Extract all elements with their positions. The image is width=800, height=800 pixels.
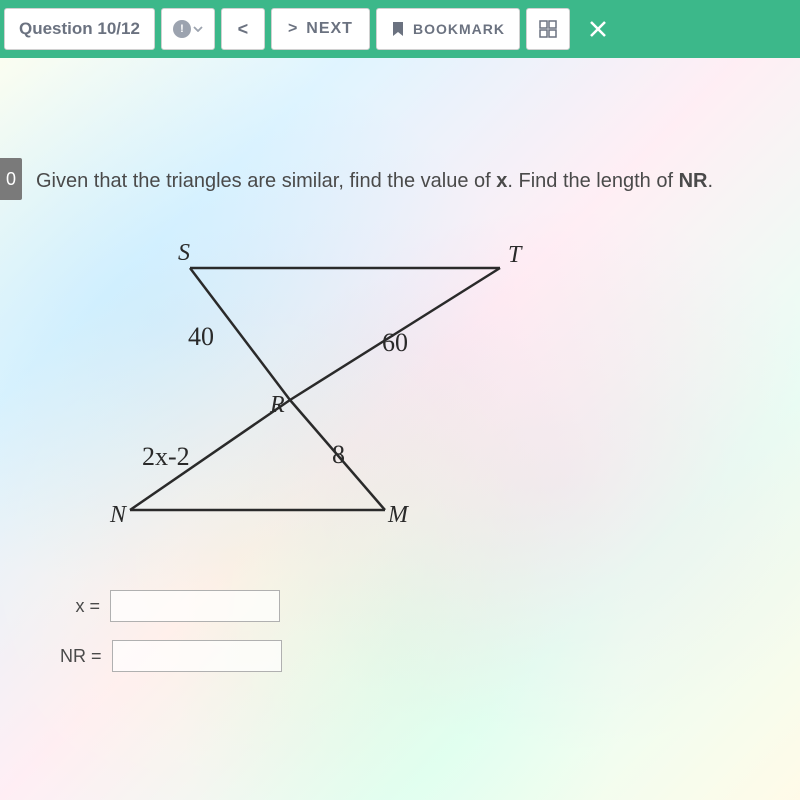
- question-counter: Question 10/12: [4, 8, 155, 50]
- side-nr: 2x-2: [142, 442, 190, 472]
- next-button[interactable]: > NEXT: [271, 8, 370, 50]
- grid-icon: [539, 20, 557, 38]
- next-chevron-icon: >: [288, 20, 298, 38]
- answer-row-x: x =: [60, 590, 800, 622]
- bookmark-label: BOOKMARK: [413, 21, 505, 37]
- nr-input[interactable]: [112, 640, 282, 672]
- next-label: NEXT: [306, 20, 353, 38]
- chevron-down-icon: [193, 26, 203, 32]
- side-mr: 8: [332, 440, 345, 470]
- answer-row-nr: NR =: [60, 640, 800, 672]
- side-sr: 40: [188, 322, 214, 352]
- prev-button[interactable]: <: [221, 8, 265, 50]
- content-area: 0 Given that the triangles are similar, …: [0, 58, 800, 672]
- close-icon: [589, 20, 607, 38]
- vertex-m: M: [388, 502, 408, 529]
- grid-view-button[interactable]: [526, 8, 570, 50]
- bookmark-button[interactable]: BOOKMARK: [376, 8, 520, 50]
- question-number-badge: 0: [0, 158, 22, 200]
- vertex-n: N: [110, 502, 126, 529]
- triangle-diagram: S T R N M 40 60 2x-2 8: [120, 250, 540, 550]
- side-tr: 60: [382, 328, 408, 358]
- vertex-t: T: [508, 242, 521, 269]
- bookmark-icon: [391, 21, 405, 37]
- close-button[interactable]: [576, 8, 620, 50]
- vertex-r: R: [270, 392, 285, 419]
- x-label: x =: [60, 596, 100, 617]
- info-icon: !: [173, 20, 191, 38]
- vertex-s: S: [178, 240, 190, 267]
- header-toolbar: Question 10/12 ! < > NEXT BOOKMARK: [0, 0, 800, 58]
- settings-button[interactable]: !: [161, 8, 215, 50]
- question-text: Given that the triangles are similar, fi…: [36, 158, 713, 196]
- answer-area: x = NR =: [60, 590, 800, 672]
- nr-label: NR =: [60, 646, 102, 667]
- question-row: 0 Given that the triangles are similar, …: [0, 158, 800, 200]
- x-input[interactable]: [110, 590, 280, 622]
